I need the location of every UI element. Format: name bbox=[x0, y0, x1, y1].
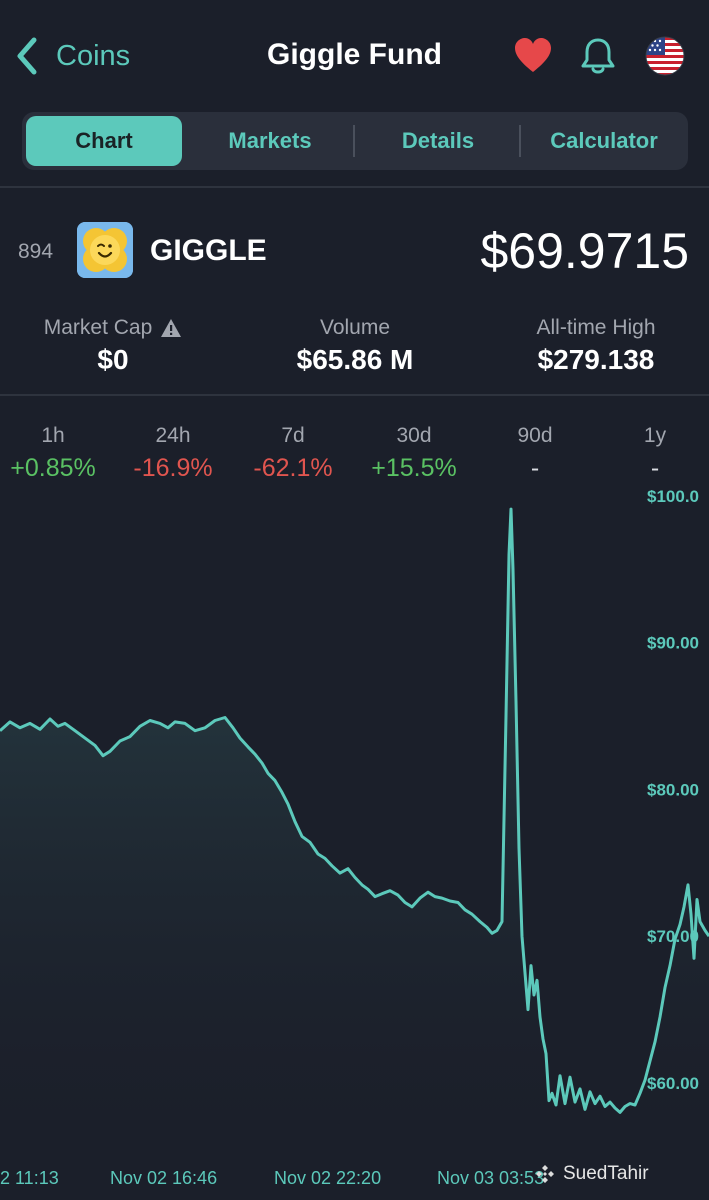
y-axis-tick-label: $60.00 bbox=[647, 1074, 699, 1093]
market-cap-stat: Market Cap $0 bbox=[18, 316, 208, 376]
perf-7d[interactable]: 7d -62.1% bbox=[233, 424, 353, 483]
chevron-left-icon bbox=[17, 37, 37, 75]
x-axis-tick-label: Nov 02 22:20 bbox=[274, 1168, 381, 1188]
perf-value: -62.1% bbox=[253, 454, 333, 482]
perf-label: 1h bbox=[41, 424, 65, 447]
chart-price-line bbox=[0, 507, 709, 1114]
ath-value: $279.138 bbox=[537, 344, 655, 375]
perf-value: - bbox=[650, 454, 660, 482]
tab-divider bbox=[519, 125, 521, 157]
watermark-logo-icon bbox=[536, 1165, 554, 1183]
perf-1h[interactable]: 1h +0.85% bbox=[0, 424, 113, 483]
us-flag-icon[interactable] bbox=[645, 36, 685, 76]
tab-bar: Chart Markets Details Calculator bbox=[22, 112, 688, 170]
watermark: SuedTahir bbox=[535, 1163, 649, 1185]
perf-30d[interactable]: 30d +15.5% bbox=[354, 424, 474, 483]
perf-label: 1y bbox=[643, 424, 667, 447]
volume-label: Volume bbox=[319, 316, 391, 339]
chart-area-fill bbox=[0, 509, 709, 1131]
perf-label: 30d bbox=[396, 424, 432, 447]
tab-divider bbox=[353, 125, 355, 157]
x-axis-tick-label: Nov 02 16:46 bbox=[110, 1168, 217, 1188]
watermark-text: SuedTahir bbox=[563, 1163, 649, 1184]
back-label: Coins bbox=[56, 39, 131, 72]
price-chart[interactable]: $100.0 $90.00 $80.00 $70.00 $60.00 2 11:13 No… bbox=[0, 490, 709, 1200]
perf-label: 24h bbox=[155, 424, 191, 447]
y-axis-tick-label: $70.00 bbox=[647, 927, 699, 946]
market-cap-label: Market Cap bbox=[43, 316, 153, 339]
warning-icon[interactable] bbox=[160, 318, 182, 338]
perf-value: - bbox=[530, 454, 540, 482]
back-button[interactable]: Coins bbox=[14, 36, 130, 76]
ath-stat: All-time High $279.138 bbox=[500, 316, 692, 376]
coin-logo-icon bbox=[77, 222, 133, 278]
volume-value: $65.86 M bbox=[296, 344, 414, 375]
perf-value: +15.5% bbox=[371, 454, 457, 482]
perf-90d[interactable]: 90d - bbox=[475, 424, 595, 483]
perf-value: -16.9% bbox=[133, 454, 213, 482]
x-axis-tick-label: 2 11:13 bbox=[0, 1168, 59, 1188]
y-axis-tick-label: $90.00 bbox=[647, 634, 699, 653]
perf-1y[interactable]: 1y - bbox=[595, 424, 709, 483]
ath-label: All-time High bbox=[536, 316, 656, 339]
divider bbox=[0, 394, 709, 396]
y-axis-tick-label: $80.00 bbox=[647, 780, 699, 799]
perf-label: 90d bbox=[517, 424, 553, 447]
coin-price: $69.9715 bbox=[480, 223, 689, 279]
heart-icon[interactable] bbox=[513, 36, 553, 76]
tab-chart[interactable]: Chart bbox=[26, 116, 182, 166]
page-title: Giggle Fund bbox=[267, 38, 442, 71]
coin-rank: 894 bbox=[18, 240, 54, 263]
perf-label: 7d bbox=[281, 424, 305, 447]
top-bar: Coins Giggle Fund bbox=[0, 0, 709, 110]
bell-icon[interactable] bbox=[578, 36, 618, 76]
market-cap-value: $0 bbox=[97, 344, 129, 375]
perf-value: +0.85% bbox=[10, 454, 96, 482]
coin-symbol: GIGGLE bbox=[150, 234, 267, 267]
tab-calculator[interactable]: Calculator bbox=[550, 128, 658, 153]
tab-markets[interactable]: Markets bbox=[228, 128, 312, 153]
divider bbox=[0, 186, 709, 188]
y-axis-tick-label: $100.0 bbox=[647, 490, 699, 506]
perf-24h[interactable]: 24h -16.9% bbox=[113, 424, 233, 483]
volume-stat: Volume $65.86 M bbox=[255, 316, 455, 376]
x-axis-tick-label: Nov 03 03:53 bbox=[437, 1168, 544, 1188]
tab-details[interactable]: Details bbox=[401, 128, 475, 153]
